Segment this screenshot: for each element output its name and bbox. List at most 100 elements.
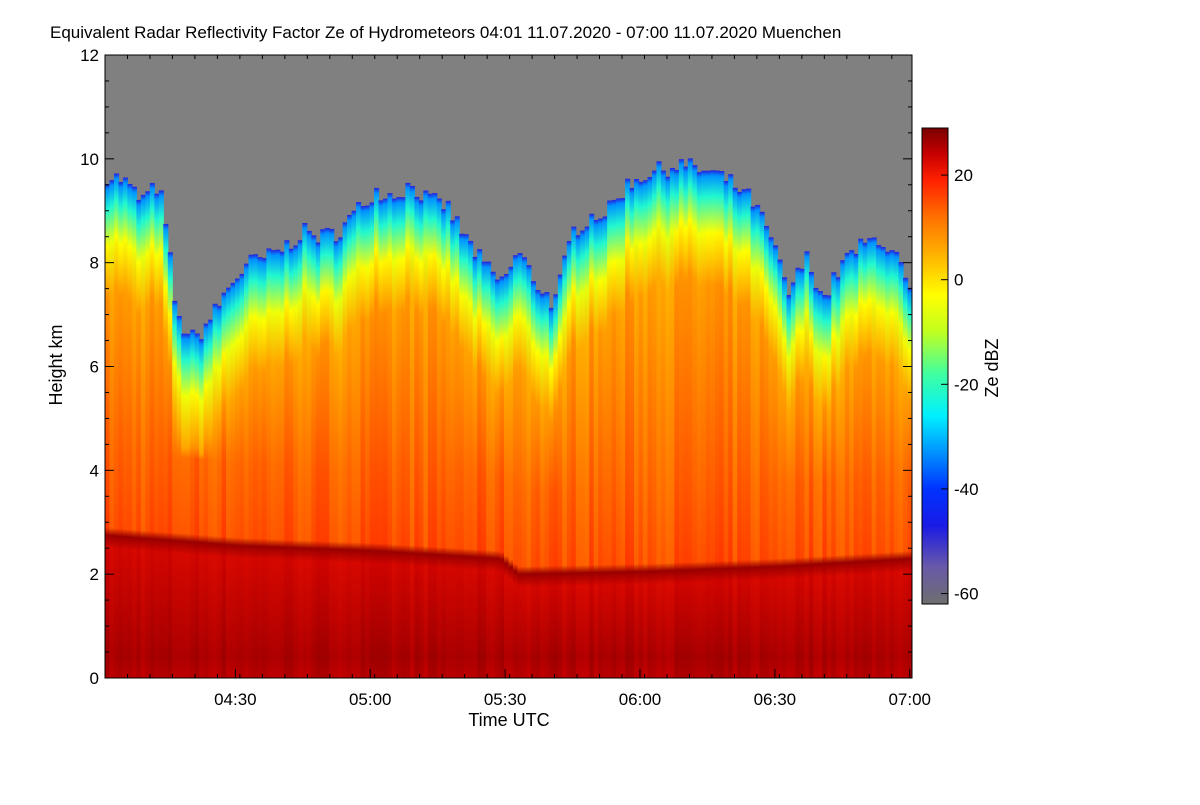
heatmap-column bbox=[158, 190, 164, 678]
heatmap-column bbox=[853, 253, 859, 678]
y-tick-label: 2 bbox=[90, 565, 99, 584]
heatmap-column bbox=[266, 248, 272, 678]
heatmap-column bbox=[755, 204, 761, 678]
heatmap-column bbox=[903, 277, 909, 678]
heatmap-column bbox=[270, 250, 276, 678]
heatmap-column bbox=[858, 238, 864, 678]
heatmap-column bbox=[683, 166, 689, 678]
heatmap-column bbox=[226, 287, 232, 678]
heatmap-column bbox=[607, 200, 613, 678]
heatmap-column bbox=[885, 251, 891, 678]
heatmap-column bbox=[643, 180, 649, 678]
heatmap-column bbox=[822, 295, 828, 678]
heatmap-column bbox=[660, 170, 667, 678]
heatmap-column bbox=[145, 191, 151, 678]
heatmap-column bbox=[243, 263, 250, 678]
heatmap-column bbox=[566, 241, 572, 678]
heatmap-column bbox=[575, 235, 581, 678]
heatmap-column bbox=[356, 202, 362, 678]
heatmap-column bbox=[548, 307, 554, 678]
heatmap-column bbox=[674, 169, 680, 678]
heatmap-column bbox=[409, 186, 415, 678]
heatmap-column bbox=[781, 277, 788, 678]
y-axis-label: Height km bbox=[46, 324, 66, 405]
heatmap-column bbox=[737, 191, 743, 678]
heatmap-column bbox=[898, 262, 904, 678]
heatmap-column bbox=[374, 187, 380, 678]
heatmap-column bbox=[625, 178, 631, 678]
heatmap-column bbox=[490, 271, 496, 678]
heatmap-column bbox=[844, 252, 850, 678]
heatmap-column bbox=[369, 202, 375, 678]
heatmap-column bbox=[212, 303, 218, 678]
colorbar-tick-label: 20 bbox=[954, 166, 973, 185]
x-tick-label: 04:30 bbox=[214, 690, 257, 709]
heatmap-column bbox=[221, 292, 227, 678]
heatmap-column bbox=[517, 253, 523, 678]
heatmap-column bbox=[728, 174, 734, 678]
heatmap-column bbox=[450, 220, 456, 678]
heatmap-column bbox=[284, 240, 290, 678]
heatmap-column bbox=[109, 180, 115, 678]
heatmap-column bbox=[113, 173, 120, 678]
heatmap-column bbox=[535, 290, 541, 678]
plot-area bbox=[104, 54, 913, 679]
heatmap-column bbox=[338, 237, 344, 678]
heatmap-column bbox=[311, 235, 317, 678]
heatmap-column bbox=[611, 199, 617, 678]
heatmap-column bbox=[539, 293, 545, 678]
heatmap-column bbox=[521, 257, 528, 678]
heatmap-column bbox=[235, 278, 241, 678]
heatmap-column bbox=[723, 181, 729, 678]
heatmap-column bbox=[773, 245, 779, 678]
heatmap-column bbox=[835, 277, 841, 678]
x-tick-label: 05:30 bbox=[484, 690, 527, 709]
heatmap-column bbox=[714, 170, 720, 678]
heatmap-column bbox=[580, 230, 586, 678]
heatmap-column bbox=[333, 241, 339, 678]
heatmap-column bbox=[252, 254, 259, 678]
heatmap-column bbox=[248, 254, 254, 678]
heatmap-column bbox=[418, 200, 424, 678]
heatmap-column bbox=[790, 282, 797, 678]
heatmap-column bbox=[813, 287, 819, 678]
heatmap-column bbox=[185, 333, 191, 678]
heatmap-column bbox=[351, 210, 357, 678]
heatmap-column bbox=[831, 272, 837, 678]
heatmap-column bbox=[122, 177, 129, 678]
heatmap-column bbox=[261, 258, 267, 678]
heatmap-column bbox=[436, 198, 442, 678]
heatmap-column bbox=[808, 272, 814, 678]
x-tick-label: 06:30 bbox=[754, 690, 797, 709]
heatmap-column bbox=[656, 161, 662, 678]
colorbar-tick-label: -40 bbox=[954, 480, 979, 499]
colorbar-tick-label: -20 bbox=[954, 375, 979, 394]
heatmap-column bbox=[194, 333, 200, 678]
heatmap-column bbox=[199, 339, 205, 678]
heatmap-column bbox=[849, 250, 855, 678]
heatmap-column bbox=[320, 229, 326, 678]
heatmap-column bbox=[288, 248, 294, 678]
heatmap-column bbox=[181, 333, 187, 678]
heatmap-column bbox=[347, 214, 353, 678]
heatmap-column bbox=[795, 267, 801, 678]
heatmap-column bbox=[365, 205, 371, 678]
y-axis: 0 2 4 6 8 10 12 bbox=[80, 46, 912, 688]
heatmap-column bbox=[239, 273, 245, 678]
colorbar-label: Ze dBZ bbox=[982, 338, 1002, 397]
heatmap-column bbox=[441, 209, 447, 678]
heatmap-column bbox=[867, 238, 873, 678]
heatmap-column bbox=[297, 240, 303, 678]
heatmap-column bbox=[777, 259, 783, 678]
heatmap-cells bbox=[105, 158, 912, 678]
heatmap-column bbox=[647, 177, 653, 678]
heatmap-column bbox=[499, 276, 505, 678]
heatmap-column bbox=[154, 193, 160, 678]
heatmap-column bbox=[634, 179, 640, 678]
heatmap-column bbox=[553, 294, 559, 678]
heatmap-column bbox=[382, 198, 389, 678]
heatmap-column bbox=[423, 190, 429, 678]
heatmap-column bbox=[136, 199, 142, 678]
heatmap-column bbox=[840, 260, 846, 678]
